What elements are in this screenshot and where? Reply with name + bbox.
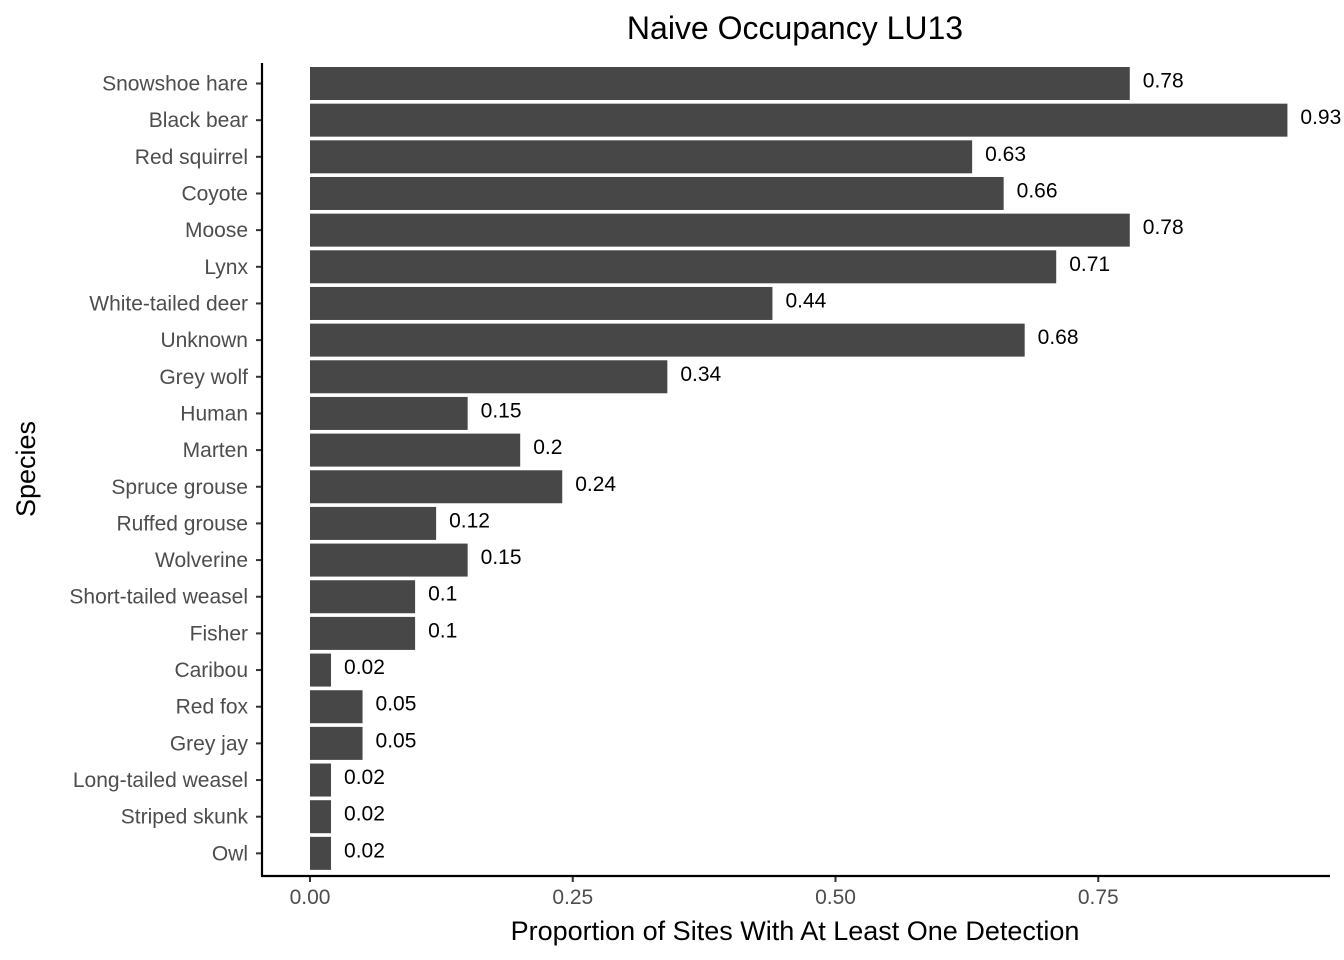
data-label: 0.78 <box>1143 216 1184 239</box>
y-tick-label: Red squirrel <box>135 146 248 169</box>
bar <box>310 543 468 577</box>
bar <box>310 506 437 540</box>
bar <box>310 580 416 614</box>
data-label: 0.2 <box>533 436 562 459</box>
bar <box>310 213 1130 247</box>
y-axis-ticks: Snowshoe hare Black bear Red squirrel Coyot… <box>69 73 262 865</box>
bar <box>310 67 1130 100</box>
bar <box>310 690 363 724</box>
data-label: 0.12 <box>449 509 490 532</box>
bar <box>310 763 332 797</box>
bar <box>310 800 332 834</box>
y-tick-label: Owl <box>212 842 248 865</box>
data-label: 0.1 <box>428 583 457 606</box>
bar <box>310 250 1057 284</box>
y-tick-label: Fisher <box>190 622 248 645</box>
data-label: 0.78 <box>1143 70 1184 93</box>
y-tick-label: Short-tailed weasel <box>69 586 248 609</box>
bar <box>310 470 563 504</box>
data-label: 0.34 <box>680 363 721 386</box>
y-tick-label: White-tailed deer <box>89 292 248 315</box>
x-tick-label: 0.25 <box>552 886 593 909</box>
data-label: 0.63 <box>985 143 1026 166</box>
bar <box>310 103 1288 137</box>
data-label: 0.05 <box>376 693 417 716</box>
y-tick-label: Striped skunk <box>121 806 249 829</box>
bar <box>310 140 973 174</box>
y-tick-label: Wolverine <box>155 549 248 572</box>
x-tick-label: 0.75 <box>1078 886 1119 909</box>
y-axis-title: Species <box>11 421 41 517</box>
data-label: 0.15 <box>481 399 522 422</box>
data-label: 0.71 <box>1069 253 1110 276</box>
bar <box>310 176 1004 210</box>
y-tick-label: Grey wolf <box>159 366 248 389</box>
data-labels-group: 0.78 0.93 0.63 0.66 0.78 0.71 0.44 0.68 0.34 0.15… <box>344 70 1341 863</box>
x-axis-title: Proportion of Sites With At Least One De… <box>511 916 1080 946</box>
bar <box>310 286 773 320</box>
bar <box>310 726 363 760</box>
data-label: 0.24 <box>575 473 616 496</box>
data-label: 0.15 <box>481 546 522 569</box>
y-tick-label: Snowshoe hare <box>102 73 248 96</box>
data-label: 0.68 <box>1038 326 1079 349</box>
bar <box>310 433 521 467</box>
bar <box>310 653 332 687</box>
x-tick-label: 0.50 <box>815 886 856 909</box>
y-tick-label: Coyote <box>181 182 248 205</box>
bar <box>310 836 332 870</box>
bar <box>310 360 668 394</box>
y-tick-label: Unknown <box>160 329 248 352</box>
y-tick-label: Lynx <box>204 256 248 279</box>
data-label: 0.44 <box>785 289 826 312</box>
data-label: 0.1 <box>428 619 457 642</box>
y-tick-label: Red fox <box>176 696 249 719</box>
data-label: 0.66 <box>1017 179 1058 202</box>
y-tick-label: Ruffed grouse <box>116 512 248 535</box>
x-tick-label: 0.00 <box>290 886 331 909</box>
y-tick-label: Grey jay <box>170 732 249 755</box>
bar <box>310 616 416 650</box>
chart-title: Naive Occupancy LU13 <box>627 10 963 46</box>
bar <box>310 396 468 430</box>
data-label: 0.93 <box>1300 106 1341 129</box>
y-tick-label: Marten <box>183 439 248 462</box>
bar <box>310 323 1025 357</box>
data-label: 0.02 <box>344 803 385 826</box>
data-label: 0.02 <box>344 839 385 862</box>
data-label: 0.02 <box>344 656 385 679</box>
y-tick-label: Human <box>180 402 248 425</box>
y-tick-label: Long-tailed weasel <box>73 769 248 792</box>
y-tick-label: Moose <box>185 219 248 242</box>
y-tick-label: Spruce grouse <box>111 476 248 499</box>
data-label: 0.05 <box>376 729 417 752</box>
y-tick-label: Caribou <box>174 659 248 682</box>
y-tick-label: Black bear <box>149 109 248 132</box>
data-label: 0.02 <box>344 766 385 789</box>
x-axis-ticks: 0.00 0.25 0.50 0.75 <box>290 876 1119 909</box>
bars-group <box>310 67 1288 870</box>
